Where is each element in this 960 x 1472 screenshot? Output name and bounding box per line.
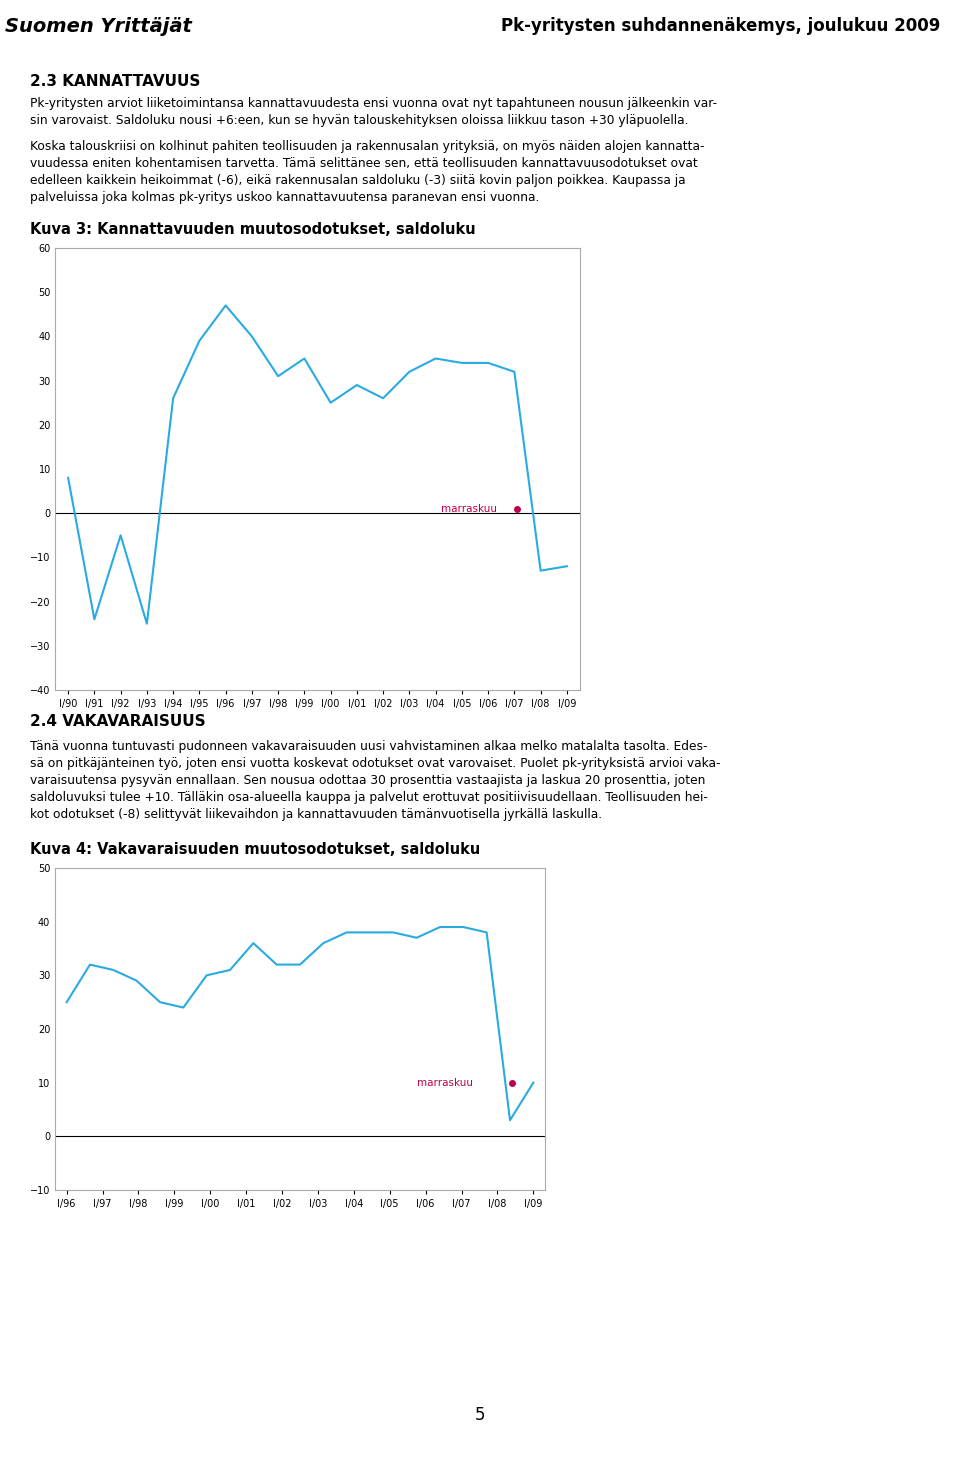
Text: 5: 5 <box>475 1406 485 1423</box>
Text: Koska talouskriisi on kolhinut pahiten teollisuuden ja rakennusalan yrityksiä, o: Koska talouskriisi on kolhinut pahiten t… <box>30 140 705 205</box>
Text: Pk-yritysten suhdannenäkemys, joulukuu 2009: Pk-yritysten suhdannenäkemys, joulukuu 2… <box>501 18 941 35</box>
Text: Tänä vuonna tuntuvasti pudonneen vakavaraisuuden uusi vahvistaminen alkaa melko : Tänä vuonna tuntuvasti pudonneen vakavar… <box>30 740 721 821</box>
Text: Kuva 3: Kannattavuuden muutosodotukset, saldoluku: Kuva 3: Kannattavuuden muutosodotukset, … <box>30 221 475 237</box>
Text: Kuva 4: Vakavaraisuuden muutosodotukset, saldoluku: Kuva 4: Vakavaraisuuden muutosodotukset,… <box>30 842 480 857</box>
Text: 2.4 VAKAVARAISUUS: 2.4 VAKAVARAISUUS <box>30 714 205 729</box>
Text: marraskuu: marraskuu <box>441 503 497 514</box>
Text: marraskuu: marraskuu <box>417 1078 472 1088</box>
Text: Pk-yritysten arviot liiketoimintansa kannattavuudesta ensi vuonna ovat nyt tapah: Pk-yritysten arviot liiketoimintansa kan… <box>30 97 717 127</box>
Text: 2.3 KANNATTAVUUS: 2.3 KANNATTAVUUS <box>30 74 201 88</box>
Text: yrittajat.fi: yrittajat.fi <box>839 1443 936 1462</box>
Text: Suomen Yrittäjät: Suomen Yrittäjät <box>5 16 192 35</box>
